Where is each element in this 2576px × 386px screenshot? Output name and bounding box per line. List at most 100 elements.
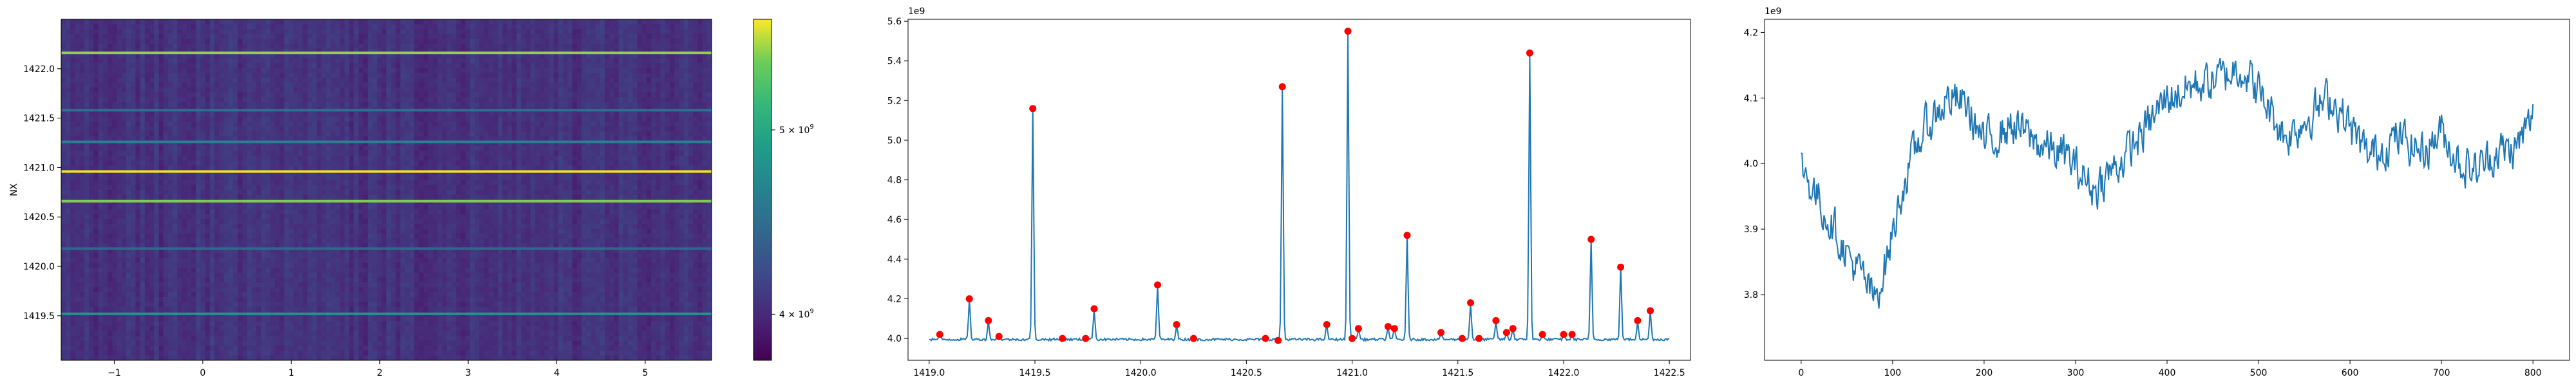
heatmap-cell: [321, 209, 327, 215]
heatmap-cell: [307, 224, 313, 230]
heatmap-cell: [303, 63, 308, 69]
heatmap-cell: [89, 282, 95, 288]
heatmap-cell: [126, 350, 131, 356]
heatmap-cell: [70, 73, 76, 78]
heatmap-cell: [326, 268, 332, 273]
heatmap-cell: [321, 24, 327, 30]
heatmap-cell: [112, 224, 118, 230]
heatmap-cell: [242, 345, 248, 351]
heatmap-cell: [270, 272, 276, 278]
heatmap-cell: [182, 136, 187, 142]
heatmap-cell: [335, 156, 341, 161]
heatmap-cell: [75, 292, 80, 298]
heatmap-cell: [368, 258, 373, 264]
heatmap-cell: [173, 287, 178, 293]
heatmap-cell: [270, 131, 276, 137]
heatmap-cell: [117, 160, 122, 166]
heatmap-cell: [135, 345, 141, 351]
heatmap-cell: [79, 331, 85, 336]
heatmap-cell: [163, 77, 169, 84]
heatmap-cell: [167, 287, 173, 293]
heatmap-cell: [79, 175, 85, 181]
heatmap-cell: [368, 277, 373, 283]
heatmap-cell: [354, 238, 359, 244]
heatmap-cell: [84, 87, 90, 93]
heatmap-cell: [289, 350, 294, 356]
heatmap-cell: [177, 321, 183, 327]
heatmap-cell: [270, 111, 276, 118]
heatmap-cell: [154, 272, 160, 278]
heatmap-cell: [238, 190, 243, 196]
heatmap-cell: [326, 234, 332, 239]
heatmap-cell: [247, 214, 252, 220]
heatmap-cell: [293, 277, 299, 283]
heatmap-cell: [108, 350, 113, 356]
heatmap-cell: [330, 345, 336, 351]
heatmap-cell: [242, 29, 248, 35]
heatmap-cell: [381, 145, 387, 152]
heatmap-cell: [256, 282, 261, 288]
heatmap-cell: [368, 350, 373, 356]
heatmap-cell: [298, 24, 303, 30]
heatmap-cell: [377, 190, 383, 196]
heatmap-cell: [261, 145, 267, 152]
heatmap-cell: [279, 204, 285, 210]
heatmap-cell: [61, 151, 66, 156]
heatmap-cell: [173, 194, 178, 200]
heatmap-cell: [135, 122, 141, 127]
heatmap-cell: [98, 87, 104, 93]
heatmap-cell: [223, 68, 229, 73]
heatmap-cell: [247, 170, 252, 176]
heatmap-cell: [98, 145, 104, 152]
heatmap-cell: [70, 243, 76, 249]
heatmap-cell: [117, 238, 122, 244]
heatmap-cell: [279, 306, 285, 312]
heatmap-cell: [131, 122, 137, 127]
heatmap-cell: [200, 321, 206, 327]
heatmap-cell: [167, 345, 173, 351]
heatmap-cell: [381, 141, 387, 147]
heatmap-cell: [93, 141, 99, 147]
heatmap-cell: [330, 111, 336, 118]
heatmap-cell: [126, 87, 131, 93]
heatmap-cell: [93, 326, 99, 332]
heatmap-cell: [307, 43, 313, 50]
heatmap-cell: [173, 33, 178, 39]
heatmap-cell: [154, 48, 160, 54]
heatmap-cell: [312, 179, 317, 186]
heatmap-cell: [330, 204, 336, 210]
heatmap-cell: [61, 131, 66, 137]
heatmap-cell: [173, 336, 178, 342]
heatmap-cell: [298, 131, 303, 137]
heatmap-cell: [251, 190, 257, 196]
heatmap-cell: [131, 243, 137, 249]
heatmap-cell: [200, 204, 206, 210]
heatmap-cell: [284, 214, 290, 220]
heatmap-cell: [321, 355, 327, 360]
heatmap-cell: [75, 122, 80, 127]
heatmap-cell: [186, 219, 192, 225]
heatmap-cell: [66, 63, 71, 69]
heatmap-cell: [289, 48, 294, 54]
heatmap-cell: [377, 87, 383, 93]
heatmap-cell: [284, 53, 290, 59]
heatmap-cell: [242, 116, 248, 122]
heatmap-cell: [321, 170, 327, 176]
heatmap-cell: [363, 209, 368, 215]
heatmap-cell: [270, 292, 276, 298]
heatmap-cell: [381, 214, 387, 220]
heatmap-cell: [238, 165, 243, 171]
heatmap-cell: [84, 234, 90, 239]
heatmap-cell: [256, 160, 261, 166]
heatmap-cell: [182, 102, 187, 107]
heatmap-cell: [270, 126, 276, 132]
heatmap-cell: [228, 63, 234, 69]
heatmap-cell: [372, 29, 378, 35]
heatmap-cell: [158, 321, 164, 327]
heatmap-cell: [256, 355, 261, 360]
heatmap-cell: [61, 268, 66, 273]
heatmap-cell: [279, 116, 285, 122]
heatmap-cell: [232, 97, 238, 103]
heatmap-cell: [232, 77, 238, 84]
heatmap-cell: [256, 234, 261, 239]
